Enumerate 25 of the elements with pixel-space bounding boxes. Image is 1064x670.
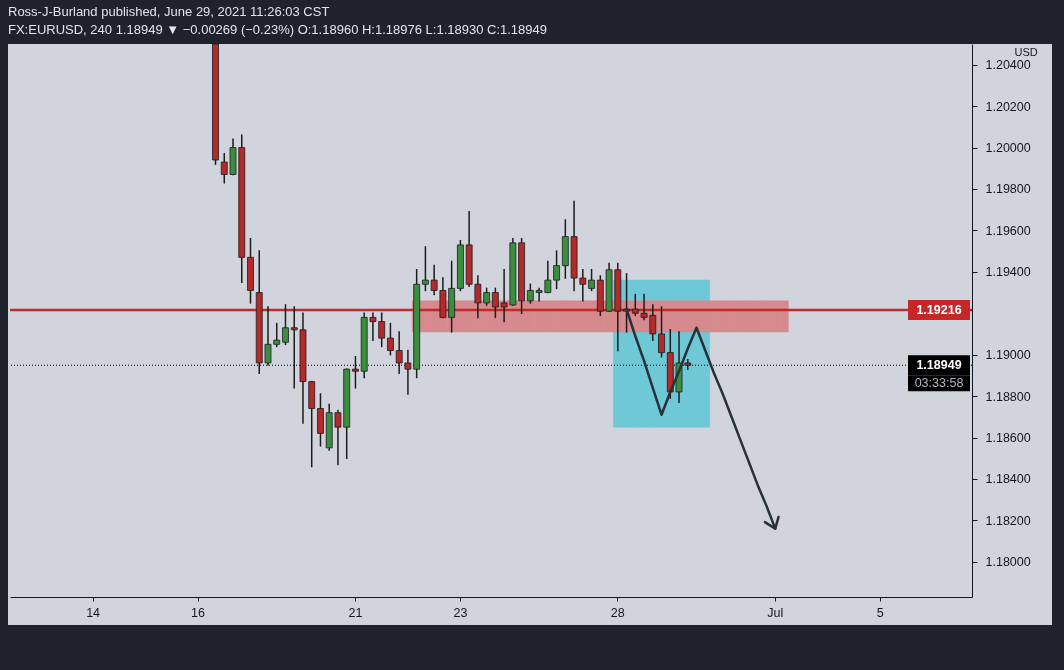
x-tick-label: Jul: [767, 605, 784, 620]
y-axis-title: USD: [1014, 45, 1038, 58]
y-tick-label: 1.18200: [985, 513, 1031, 528]
chart-title: Ross-J-Burland published, June 29, 2021 11:26:03 CST: [8, 4, 330, 19]
y-tick-label: 1.18400: [985, 472, 1031, 487]
x-tick-label: 5: [876, 605, 884, 620]
x-tick-label: 14: [86, 605, 101, 620]
y-tick-label: 1.18000: [985, 555, 1031, 570]
y-tick-label: 1.19000: [985, 348, 1031, 363]
y-tick-label: 1.19600: [985, 223, 1031, 238]
chart-subtitle: FX:EURUSD, 240 1.18949 ▼ −0.00269 (−0.23%) O:1.18960 H:1.18976 L:1.18930 C:1.18949: [8, 22, 548, 37]
x-tick-label: 28: [610, 605, 625, 620]
y-tick-label: 1.18800: [985, 389, 1031, 404]
y-tick-label: 1.18600: [985, 431, 1031, 446]
x-tick-label: 21: [348, 605, 363, 620]
y-tick-label: 1.19400: [985, 265, 1031, 280]
y-tick-label: 1.20200: [985, 99, 1031, 114]
ref-line-label: 1.19216: [916, 302, 962, 317]
ref-line-label: 1.18949: [916, 358, 962, 373]
annotation: 03:33:58: [914, 376, 964, 391]
y-tick-label: 1.20000: [985, 141, 1031, 156]
y-tick-label: 1.19800: [985, 182, 1031, 197]
x-tick-label: 23: [453, 605, 468, 620]
y-tick-label: 1.20400: [985, 58, 1031, 73]
x-tick-label: 16: [191, 605, 206, 620]
